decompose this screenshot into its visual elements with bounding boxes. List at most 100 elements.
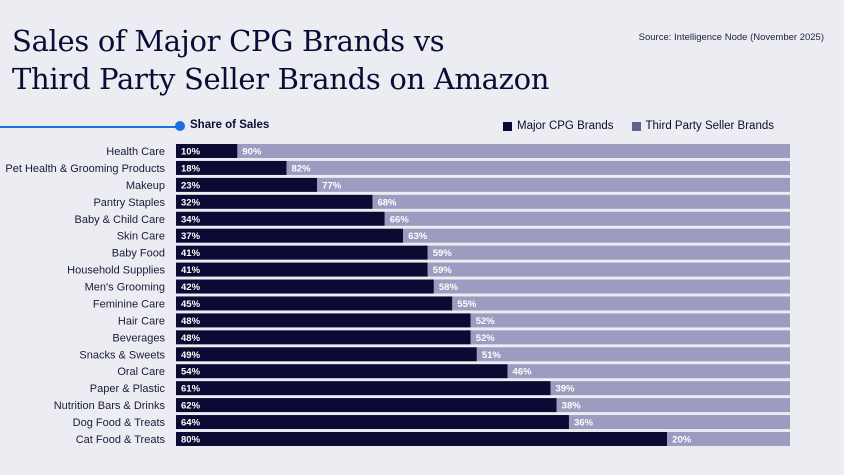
data-label-third-party: 39% (556, 384, 576, 395)
data-label-third-party: 66% (390, 214, 410, 225)
category-label: Makeup (126, 180, 165, 192)
legend-swatch-third-party (631, 121, 641, 131)
data-label-major: 61% (181, 384, 201, 395)
bar-third-party (568, 415, 790, 430)
bar-major-cpg (176, 431, 668, 446)
legend-label: Third Party Seller Brands (645, 120, 774, 132)
data-label-third-party: 52% (476, 333, 496, 344)
category-label: Household Supplies (67, 265, 165, 277)
data-label-major: 10% (181, 147, 201, 158)
bar-major-cpg (176, 228, 404, 243)
bar-major-cpg (176, 313, 471, 328)
category-label: Baby Food (112, 248, 165, 260)
bar-major-cpg (176, 160, 287, 175)
category-label: Feminine Care (93, 298, 165, 310)
bar-third-party (237, 144, 790, 158)
data-label-major: 32% (181, 197, 201, 208)
data-label-third-party: 46% (513, 367, 533, 378)
legend: Major CPG Brands Third Party Seller Bran… (503, 120, 774, 132)
data-label-major: 41% (181, 248, 201, 259)
chart-title: Sales of Major CPG Brands vs Third Party … (12, 22, 549, 98)
bar-third-party (550, 381, 790, 396)
source-note: Source: Intelligence Node (November 2025… (638, 32, 824, 43)
data-label-major: 23% (181, 180, 201, 191)
data-label-third-party: 77% (322, 180, 342, 191)
bar-third-party (286, 160, 790, 175)
decorative-rule (0, 126, 178, 128)
title-line-1: Sales of Major CPG Brands vs (12, 24, 445, 58)
bar-major-cpg (176, 415, 569, 430)
category-label: Hair Care (118, 315, 165, 327)
dot-marker (175, 121, 185, 131)
data-label-third-party: 63% (408, 231, 428, 242)
data-label-third-party: 52% (476, 316, 496, 327)
bar-third-party (667, 431, 790, 446)
data-label-major: 49% (181, 350, 201, 361)
bar-third-party (427, 245, 790, 260)
data-label-third-party: 59% (433, 248, 453, 259)
data-label-major: 64% (181, 418, 201, 429)
bar-third-party (476, 347, 790, 362)
data-label-third-party: 20% (672, 434, 692, 445)
legend-item-third-party: Third Party Seller Brands (631, 120, 774, 132)
data-label-major: 45% (181, 299, 201, 310)
bar-third-party (470, 313, 790, 328)
category-label: Dog Food & Treats (73, 417, 166, 429)
bar-major-cpg (176, 364, 508, 379)
bar-third-party (470, 330, 790, 345)
data-label-major: 37% (181, 231, 201, 242)
bar-third-party (372, 194, 790, 209)
data-label-major: 48% (181, 333, 201, 344)
legend-item-major: Major CPG Brands (503, 120, 614, 132)
category-label: Health Care (106, 146, 165, 158)
bar-third-party (403, 228, 790, 243)
bar-major-cpg (176, 296, 453, 311)
bar-third-party (433, 279, 790, 294)
bar-major-cpg (176, 245, 428, 260)
data-label-third-party: 58% (439, 282, 459, 293)
bar-third-party (427, 262, 790, 277)
data-label-third-party: 90% (242, 147, 262, 158)
category-label: Nutrition Bars & Drinks (54, 400, 166, 412)
bar-third-party (452, 296, 790, 311)
legend-swatch-major (503, 121, 512, 131)
bar-major-cpg (176, 144, 238, 158)
data-label-major: 34% (181, 214, 201, 225)
category-label: Men's Grooming (85, 282, 165, 294)
bar-major-cpg (176, 398, 557, 413)
bar-third-party (507, 364, 790, 379)
chart-subtitle: Share of Sales (190, 119, 270, 131)
bar-major-cpg (176, 262, 428, 277)
data-label-third-party: 82% (292, 163, 312, 174)
data-label-major: 41% (181, 265, 201, 276)
data-label-major: 62% (181, 401, 201, 412)
data-label-major: 42% (181, 282, 201, 293)
data-label-third-party: 51% (482, 350, 502, 361)
bar-major-cpg (176, 279, 434, 294)
category-label: Paper & Plastic (90, 383, 166, 395)
category-label: Beverages (112, 332, 165, 344)
data-label-third-party: 36% (574, 418, 594, 429)
data-label-third-party: 68% (377, 197, 397, 208)
category-label: Skin Care (117, 231, 165, 243)
category-label: Cat Food & Treats (76, 434, 166, 446)
title-line-2: Third Party Seller Brands on Amazon (12, 62, 550, 96)
bar-third-party (384, 211, 790, 226)
bar-major-cpg (176, 347, 477, 362)
data-label-third-party: 55% (457, 299, 477, 310)
data-label-major: 18% (181, 163, 201, 174)
bar-major-cpg (176, 194, 373, 209)
bar-third-party (317, 177, 790, 192)
bar-major-cpg (176, 330, 471, 345)
data-label-third-party: 38% (562, 401, 582, 412)
data-label-third-party: 59% (433, 265, 453, 276)
category-label: Baby & Child Care (75, 214, 166, 226)
data-label-major: 80% (181, 434, 201, 445)
category-label: Pantry Staples (93, 197, 165, 209)
category-label: Snacks & Sweets (79, 349, 165, 361)
bar-third-party (556, 398, 790, 413)
bar-major-cpg (176, 211, 385, 226)
bar-major-cpg (176, 177, 318, 192)
legend-label: Major CPG Brands (517, 120, 614, 132)
